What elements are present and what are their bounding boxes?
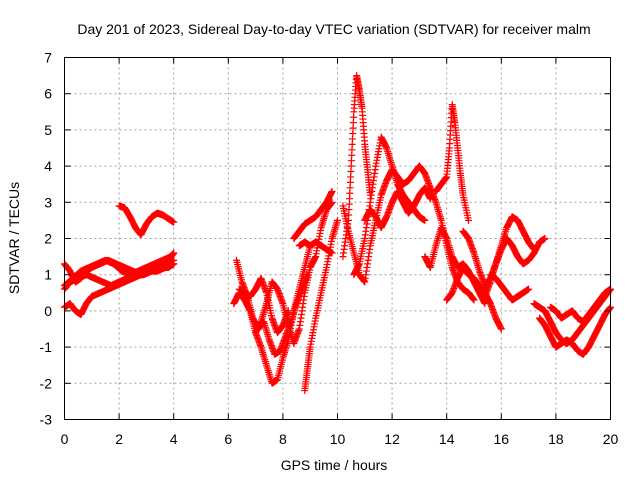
y-tick-label: -1 [40,339,53,355]
x-tick-label: 8 [279,431,287,447]
series-sat-k [290,187,336,242]
x-tick-label: 10 [330,431,346,447]
data-point [541,235,549,242]
y-tick-label: 7 [44,50,52,66]
x-axis-label: GPS time / hours [281,457,388,473]
series-sat-i [252,198,336,347]
series-sat-z [546,285,614,326]
x-tick-label: 18 [548,431,564,447]
series-sat-m [339,72,374,261]
y-tick-label: 5 [44,122,52,138]
chart-title: Day 201 of 2023, Sidereal Day-to-day VTE… [77,21,590,37]
data-point [170,260,178,268]
series-sat-d [61,260,178,293]
x-tick-label: 4 [170,431,178,447]
grid-layer [64,57,611,420]
data-point [170,218,178,226]
x-tick-label: 20 [603,431,619,447]
data-point [470,296,478,304]
series-sat-l [295,238,336,257]
x-tick-label: 0 [61,431,69,447]
data-point [421,216,429,224]
x-tick-label: 12 [384,431,400,447]
data-point [465,216,473,224]
series-sat-e [115,202,178,239]
data-point [170,249,178,257]
data-point [328,187,336,195]
y-tick-label: -3 [40,412,53,428]
series-sat-w [486,271,533,304]
y-tick-label: 2 [44,231,52,247]
y-tick-label: 0 [44,303,52,319]
y-tick-label: 1 [44,267,52,283]
data-point [334,216,341,224]
series-sat-s [432,101,473,224]
data-point [284,307,292,315]
data-point [525,285,533,293]
series-sat-h [235,274,292,337]
y-tick-label: -2 [40,375,53,391]
x-tick-label: 6 [224,431,232,447]
x-tick-label: 2 [115,431,123,447]
series-sat-v [481,235,549,300]
marks-layer [61,72,614,395]
series-sat-p [361,184,434,232]
y-tick-label: 3 [44,194,52,210]
y-tick-label: 4 [44,158,52,174]
series-sat-t [443,263,505,333]
data-point [328,249,336,257]
x-tick-label: 14 [439,431,455,447]
x-tick-label: 16 [494,431,510,447]
data-point [497,325,505,333]
series-sat-y [536,303,614,358]
y-axis-label: SDTVAR / TECUs [6,182,22,294]
series-sat-u [459,213,538,290]
y-tick-label: 6 [44,86,52,102]
